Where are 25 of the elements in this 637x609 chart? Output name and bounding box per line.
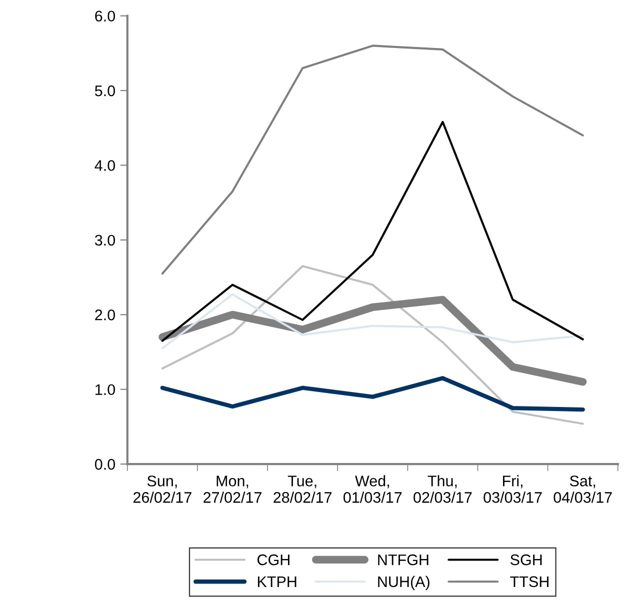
legend-label: CGH bbox=[257, 554, 290, 566]
legend-label: TTSH bbox=[510, 576, 548, 588]
line-series bbox=[161, 120, 584, 342]
x-tick-label: Mon, 27/02/17 bbox=[204, 476, 262, 503]
y-tick-label: 2.0 bbox=[95, 310, 115, 320]
line-series bbox=[160, 376, 585, 412]
legend-label: NUH(A) bbox=[378, 576, 430, 590]
y-tick-label: 3.0 bbox=[94, 234, 115, 246]
x-tick-label: Fri, 03/03/17 bbox=[484, 475, 542, 503]
legend-label: NTFGH bbox=[378, 554, 428, 566]
legend-label: SGH bbox=[510, 554, 542, 566]
x-tick-label: Thu, 02/03/17 bbox=[414, 475, 472, 503]
legend-label: KTPH bbox=[258, 576, 296, 587]
x-tick-label: Sat, 04/03/17 bbox=[554, 476, 612, 503]
x-tick-label: Tue, 28/02/17 bbox=[274, 476, 332, 503]
line-series bbox=[161, 293, 584, 350]
y-tick-label: 1.0 bbox=[96, 384, 115, 396]
x-tick-label: Sun, 26/02/17 bbox=[133, 476, 192, 503]
line-series bbox=[161, 265, 584, 425]
line-series bbox=[161, 44, 584, 275]
y-tick-label: 0.0 bbox=[94, 458, 115, 470]
y-tick-label: 6.0 bbox=[95, 10, 115, 22]
y-tick-label: 5.0 bbox=[94, 85, 115, 96]
x-tick-label: Wed, 01/03/17 bbox=[344, 475, 402, 503]
y-tick-label: 4.0 bbox=[94, 160, 115, 171]
